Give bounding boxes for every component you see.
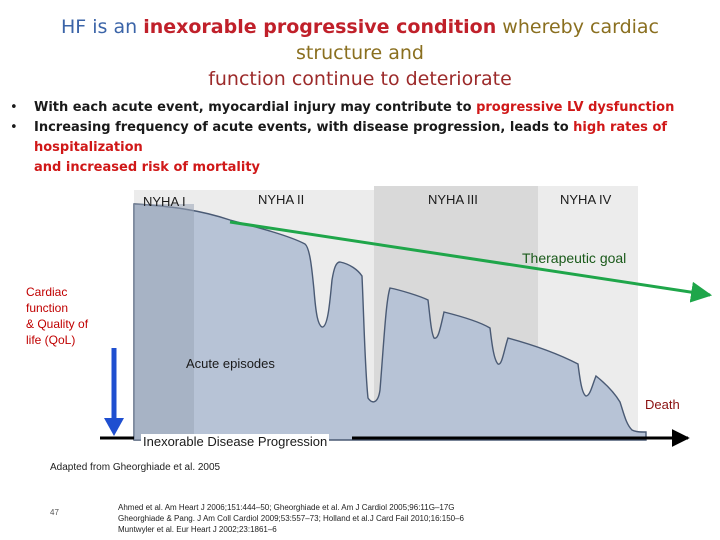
- stage-label: NYHA IV: [560, 192, 612, 207]
- function-curve: [133, 203, 647, 441]
- title-part-rest: whereby cardiac structure and: [295, 16, 659, 64]
- y-axis-label: Cardiac function & Quality of life (QoL): [26, 284, 88, 348]
- x-axis-label: Inexorable Disease Progression: [141, 434, 330, 449]
- title-part-is-an: is an: [86, 16, 144, 38]
- decline-arrow-icon: [104, 418, 124, 436]
- bullet-text: Increasing frequency of acute events, wi…: [34, 120, 574, 135]
- reference-line: Muntwyler et al. Eur Heart J 2002;23:186…: [118, 525, 277, 534]
- y-label-line: Cardiac: [26, 285, 68, 299]
- death-label: Death: [645, 397, 680, 412]
- progression-diagram: NYHA I NYHA II NYHA III NYHA IV Therapeu…: [0, 180, 720, 480]
- y-label-line: & Quality of: [26, 317, 89, 331]
- title-line-2: function continue to deteriorate: [208, 68, 512, 90]
- bullet-marker: •: [10, 100, 18, 115]
- reference-line: Gheorghiade & Pang. J Am Coll Cardiol 20…: [118, 514, 465, 523]
- stage-label: NYHA I: [143, 194, 186, 209]
- nyha-i-shade: [134, 204, 194, 440]
- y-label-line: life (QoL): [26, 333, 76, 347]
- stage-label: NYHA III: [428, 192, 478, 207]
- bullet-text: With each acute event, myocardial injury…: [34, 100, 477, 115]
- bullet-highlight: high rates of hospitalization: [34, 120, 668, 155]
- progression-svg: [38, 186, 713, 447]
- stage-label: NYHA II: [258, 192, 305, 207]
- acute-episodes-label: Acute episodes: [186, 356, 275, 371]
- bullet-tail: and increased risk of mortality: [34, 160, 261, 175]
- y-label-line: function: [26, 301, 69, 315]
- page-number: 47: [50, 508, 59, 517]
- bullet-marker: •: [10, 120, 18, 135]
- title-part-hf: HF: [60, 16, 87, 38]
- therapeutic-goal-label: Therapeutic goal: [522, 250, 627, 266]
- bullet-highlight: progressive LV dysfunction: [476, 100, 675, 115]
- slide-title: HF is an inexorable progressive conditio…: [20, 14, 700, 92]
- references: Ahmed et al. Am Heart J 2006;151:444–50;…: [118, 502, 638, 535]
- reference-line: Ahmed et al. Am Heart J 2006;151:444–50;…: [118, 503, 455, 512]
- bullet-list: • With each acute event, myocardial inju…: [10, 98, 710, 178]
- title-part-highlight: inexorable progressive condition: [143, 16, 497, 38]
- band-white: [38, 190, 134, 440]
- bullet-item: • Increasing frequency of acute events, …: [10, 118, 710, 178]
- source-caption: Adapted from Gheorghiade et al. 2005: [50, 462, 221, 473]
- therapeutic-goal-arrow: [229, 220, 713, 303]
- bullet-item: • With each acute event, myocardial inju…: [10, 98, 710, 118]
